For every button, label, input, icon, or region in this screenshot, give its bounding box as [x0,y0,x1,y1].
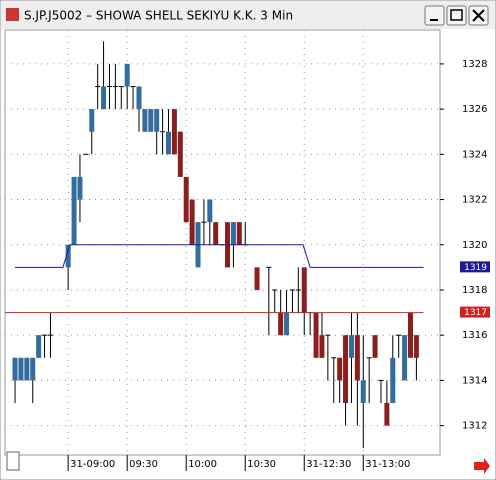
candle-body [413,335,419,358]
candle-body [165,131,171,155]
candle-body [390,357,396,404]
candle-body [407,312,413,358]
x-tick-label: 10:30 [247,459,276,470]
x-tick-label: 31-09:00 [70,459,115,470]
level-line [15,244,424,268]
close-glyph [472,9,485,22]
candle-body [136,86,142,110]
candle-body [30,357,36,381]
y-tick-label: 1324 [462,149,487,160]
candle-body [266,266,272,268]
y-tick-label: 1318 [462,285,487,296]
candle-body [171,109,177,155]
window-buttons[interactable] [424,5,489,26]
candle-body [118,86,124,88]
minimize-button[interactable] [424,5,445,26]
candle-body [65,244,71,268]
candle-body [348,335,354,358]
candle-body [148,109,154,132]
candle-body [12,357,18,381]
candle-body [207,199,213,223]
scroll-arrow[interactable] [474,458,490,474]
level-marker-label: 1317 [464,308,487,318]
maximize-glyph [450,9,463,21]
candle-body [160,131,166,133]
candle-body [289,289,295,291]
candle-body [77,176,83,200]
candle-body [402,335,408,381]
candle-body [213,222,219,245]
window-title: S.JP.J5002 – SHOWA SHELL SEKIYU K.K. 3 M… [24,9,293,23]
candle-body [372,335,378,358]
candle-body [47,334,53,336]
candle-body [343,335,349,404]
y-tick-label: 1312 [462,421,487,432]
app-icon [6,8,19,21]
level-marker [460,261,490,273]
level-marker-label: 1319 [464,263,487,273]
x-tick-label: 10:00 [188,459,217,470]
candle-body [337,357,343,381]
candle-body [254,267,260,290]
candle-body [83,153,89,155]
candle-body [301,267,307,313]
candle-body [71,176,77,245]
candle-body [201,221,207,223]
y-tick-label: 1328 [462,59,487,70]
candle-body [154,109,160,132]
candle-body [396,334,402,336]
candle-body [101,86,107,110]
candle-body [272,289,278,291]
candle-body [130,86,136,88]
candle-body [278,312,284,336]
plot-area [4,29,441,456]
candle-body [36,335,42,358]
y-tick-label: 1326 [462,104,487,115]
candle-body [366,357,372,359]
candle-body [325,334,331,336]
candle-body [360,380,366,404]
x-tick-label: 09:30 [129,459,158,470]
candle-body [177,131,183,177]
scroll-thumb[interactable] [6,451,20,471]
candle-body [42,334,48,336]
candle-body [384,403,390,426]
candle-body [236,222,242,245]
candle-body [95,86,101,88]
candle-body [183,176,189,223]
candle-body [354,335,360,381]
candle-body [106,86,112,88]
candle-body [378,379,384,381]
level-marker [460,306,490,318]
candle-body [319,335,325,358]
candle-body [284,312,290,336]
candle-body [18,357,24,381]
candle-body [313,312,319,358]
candle-body [24,357,30,381]
candle-body [189,199,195,245]
y-tick-label: 1314 [462,375,487,386]
y-tick-label: 1316 [462,330,487,341]
candle-body [112,86,118,88]
candle-body [230,222,236,245]
y-tick-label: 1322 [462,195,487,206]
candle-body [331,357,337,359]
y-tick-label: 1320 [462,240,487,251]
x-tick-label: 31-12:30 [306,459,351,470]
title-bar [1,1,495,29]
candle-body [89,109,95,132]
candle-body [142,109,148,132]
maximize-button[interactable] [446,5,467,26]
candle-body [295,289,301,291]
candle-body [124,63,130,87]
x-tick-label: 31-13:00 [365,459,410,470]
